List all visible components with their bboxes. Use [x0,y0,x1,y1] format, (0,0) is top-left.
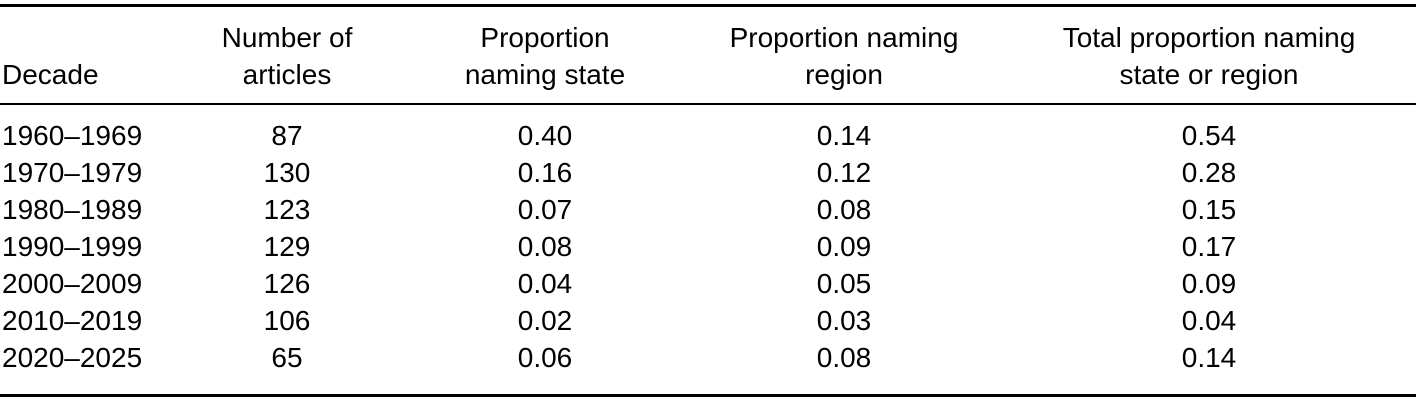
cell-prop-total: 0.04 [1181,305,1237,336]
col-header-proportion-naming-state: Proportion naming state [404,5,686,105]
cell-articles: 126 [263,268,311,299]
cell-prop-region: 0.12 [816,157,872,188]
cell-prop-region: 0.09 [816,231,872,262]
table-row: 2020–2025 65 0.06 0.08 0.14 [0,339,1416,396]
col-header-line: Number of [221,22,353,53]
cell-decade: 2020–2025 [2,342,143,373]
cell-prop-state: 0.40 [517,120,573,151]
col-header-line: articles [242,59,332,90]
col-header-line: Proportion naming [729,22,959,53]
cell-prop-state: 0.16 [517,157,573,188]
table-row: 2010–2019 106 0.02 0.03 0.04 [0,302,1416,339]
table-header: Decade Number of articles Proportion nam… [0,5,1416,105]
cell-prop-total: 0.09 [1181,268,1237,299]
col-header-line: state or region [1119,59,1299,90]
table-row: 1980–1989 123 0.07 0.08 0.15 [0,191,1416,228]
cell-prop-total: 0.28 [1181,157,1237,188]
cell-prop-state: 0.07 [517,194,573,225]
cell-prop-total: 0.54 [1181,120,1237,151]
results-table: Decade Number of articles Proportion nam… [0,4,1416,397]
col-header-proportion-naming-region: Proportion naming region [686,5,1002,105]
cell-articles: 106 [263,305,311,336]
table-body: 1960–1969 87 0.40 0.14 0.54 1970–1979 13… [0,104,1416,396]
cell-articles: 123 [263,194,311,225]
cell-prop-total: 0.15 [1181,194,1237,225]
cell-prop-region: 0.03 [816,305,872,336]
cell-decade: 1970–1979 [2,157,143,188]
cell-articles: 130 [263,157,311,188]
cell-decade: 1980–1989 [2,194,143,225]
cell-prop-region: 0.14 [816,120,872,151]
col-header-line: naming state [464,59,626,90]
cell-prop-total: 0.14 [1181,342,1237,373]
cell-prop-region: 0.05 [816,268,872,299]
cell-decade: 1960–1969 [2,120,143,151]
col-header-total-proportion: Total proportion naming state or region [1002,5,1416,105]
cell-prop-state: 0.02 [517,305,573,336]
cell-prop-region: 0.08 [816,342,872,373]
cell-prop-state: 0.08 [517,231,573,262]
cell-decade: 2000–2009 [2,268,143,299]
cell-prop-state: 0.06 [517,342,573,373]
col-header-decade: Decade [0,5,170,105]
table-row: 1990–1999 129 0.08 0.09 0.17 [0,228,1416,265]
col-header-line: Total proportion naming [1062,22,1356,53]
col-header-line: region [805,59,883,90]
col-header-decade-label: Decade [2,59,99,90]
cell-decade: 1990–1999 [2,231,143,262]
cell-prop-state: 0.04 [517,268,573,299]
table-row: 1960–1969 87 0.40 0.14 0.54 [0,104,1416,154]
cell-articles: 65 [271,342,303,373]
cell-prop-region: 0.08 [816,194,872,225]
col-header-line: Proportion [480,22,610,53]
table-row: 2000–2009 126 0.04 0.05 0.09 [0,265,1416,302]
cell-articles: 87 [271,120,303,151]
cell-articles: 129 [263,231,311,262]
cell-prop-total: 0.17 [1181,231,1237,262]
cell-decade: 2010–2019 [2,305,143,336]
table-row: 1970–1979 130 0.16 0.12 0.28 [0,154,1416,191]
col-header-number-of-articles: Number of articles [170,5,404,105]
header-row: Decade Number of articles Proportion nam… [0,5,1416,105]
